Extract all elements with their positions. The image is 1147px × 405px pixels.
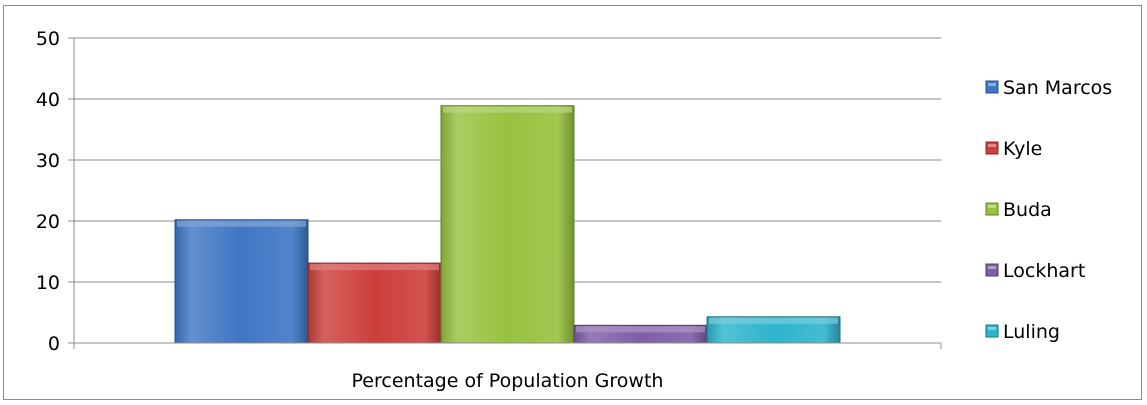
legend-label: Lockhart <box>1003 260 1085 282</box>
axes <box>68 37 942 349</box>
legend-swatch-highlight <box>988 83 996 86</box>
legend-item: Buda <box>985 199 1052 221</box>
legend-item: Kyle <box>985 138 1042 160</box>
legend-item: Lockhart <box>985 260 1085 282</box>
legend-swatch-highlight <box>988 205 996 208</box>
legend-label: Buda <box>1003 199 1052 221</box>
y-tick-label: 20 <box>36 211 60 233</box>
legend-swatch-highlight <box>988 327 996 330</box>
legend: San Marcos Kyle Buda Lockhart Luling <box>985 77 1112 343</box>
bar-bevel <box>177 220 306 227</box>
legend-swatch <box>985 80 999 94</box>
legend-item: Luling <box>985 321 1060 343</box>
bar-kyle <box>307 262 442 344</box>
legend-swatch <box>985 324 999 338</box>
bar-bevel <box>443 106 572 113</box>
legend-swatch-highlight <box>988 144 996 147</box>
legend-label: San Marcos <box>1003 77 1112 99</box>
legend-swatch <box>985 202 999 216</box>
bar-buda <box>440 105 575 344</box>
y-tick-label: 0 <box>48 333 60 355</box>
y-tick-label: 40 <box>36 89 60 111</box>
bar-bevel <box>310 264 439 271</box>
bar-bevel <box>709 317 838 324</box>
legend-label: Kyle <box>1003 138 1042 160</box>
bar-san-marcos <box>174 219 309 344</box>
y-axis-tick-labels: 0 10 20 30 40 50 <box>36 28 60 355</box>
legend-swatch <box>985 263 999 277</box>
bar-bevel <box>576 326 705 333</box>
legend-swatch <box>985 141 999 155</box>
x-axis-title: Percentage of Population Growth <box>352 370 664 392</box>
legend-label: Luling <box>1003 321 1060 343</box>
y-tick-label: 50 <box>36 28 60 50</box>
legend-item: San Marcos <box>985 77 1112 99</box>
legend-swatch-highlight <box>988 266 996 269</box>
bars <box>174 105 841 344</box>
y-tick-label: 10 <box>36 272 60 294</box>
y-tick-label: 30 <box>36 150 60 172</box>
